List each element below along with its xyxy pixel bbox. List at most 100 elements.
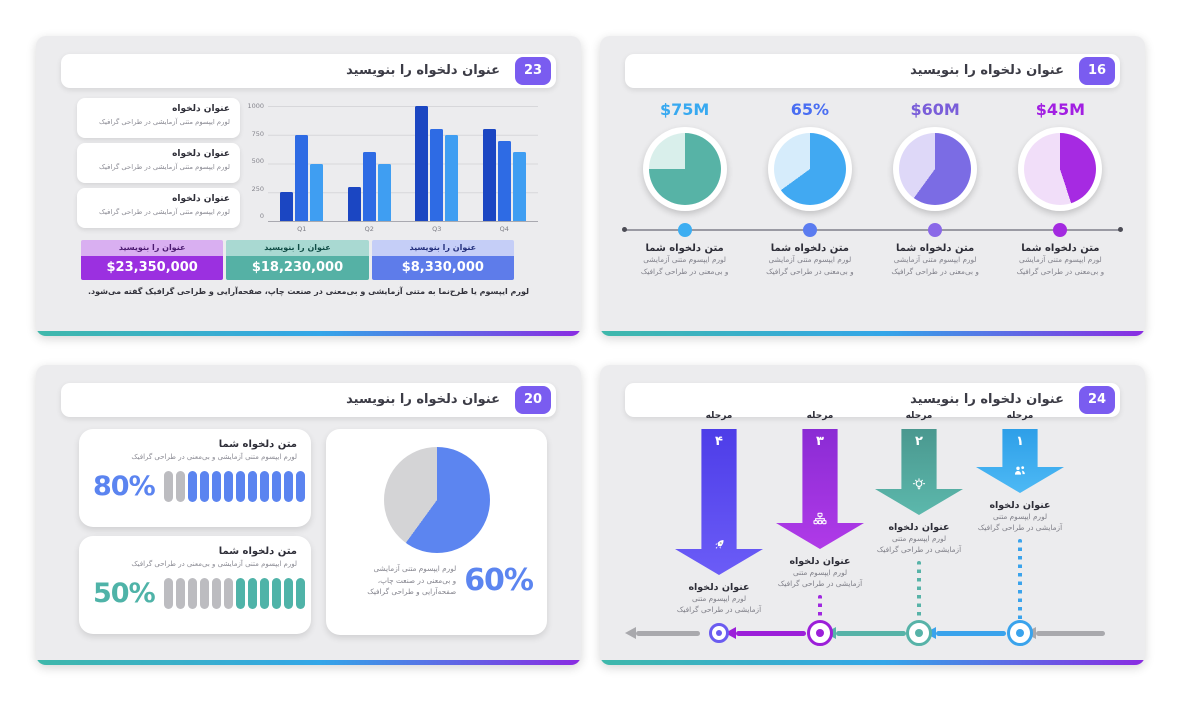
bar-group [268,106,336,221]
stage-line: لورم ایپسوم متنی [792,568,848,577]
progress-pill [235,471,245,502]
slide-header: عنوان دلخواه را بنویسید 23 [61,54,556,88]
stage-line: آزمایشی در طراحی گرافیک [876,545,962,555]
info-card-subtitle: لورم ایپسوم متنی آزمایشی در طراحی گرافیک [98,162,230,171]
slide-20[interactable]: عنوان دلخواه را بنویسید 20 متن دلخواه شم… [36,365,581,665]
stage-number: ۳ [816,434,824,449]
stat-row: 80% [93,471,305,502]
lightbulb-icon [911,477,927,493]
stat-value: 50% [93,578,156,609]
timeline-end-dot [622,227,627,232]
pie [648,133,721,205]
timeline-node-dot [915,629,923,637]
progress-pill [295,471,305,502]
stage-arrow: ۳ [776,429,864,549]
stage-label: مرحله [705,411,733,421]
pie-column: $45M [998,94,1123,211]
progress-pill [199,471,209,502]
progress-pill [259,471,269,502]
pie-chart [642,127,727,211]
progress-pill [187,578,197,609]
pie-value-label: $45M [1035,100,1086,119]
stage-column-2: مرحله ۲ عنوان دلخواه لورم ایپسوم متنی آز… [853,411,985,621]
bar-group [471,106,539,221]
timeline-arrowhead [725,627,736,639]
slide-16[interactable]: عنوان دلخواه را بنویسید 16 $75M 65% $60M [600,36,1145,336]
dot-cell [998,223,1123,237]
slide-number-badge: 24 [1079,386,1115,414]
progress-pill [175,578,185,609]
stage-title: عنوان دلخواه [688,582,750,593]
dot-cell [873,223,998,237]
stage-dotted-line [917,560,921,621]
caption-line: صفحه‌آرایی و طراحی گرافیک [367,587,457,597]
timeline-node [906,620,932,646]
table-column: عنوان را بنویسید $23,350,000 [81,240,224,280]
timeline-node-dot [1016,629,1024,637]
people-icon [1012,463,1028,479]
progress-pill [211,578,221,609]
info-cards: عنوان دلخواه لورم ایپسوم متنی آزمایشی در… [77,98,240,233]
bar-chart-ylabels: 1000 750 500 250 0 [242,96,268,236]
pie-caption: لورم ایپسوم متنی آزمایشی و بی‌معنی در صن… [340,563,456,598]
progress-pills [163,578,305,609]
pie-column: $75M [622,94,747,211]
caption-line: لورم ایپسوم متنی آزمایشی [643,255,726,264]
bar [280,192,294,221]
slide-23[interactable]: عنوان دلخواه را بنویسید 23 عنوان دلخواه … [36,36,581,336]
y-tick: 1000 [247,102,264,110]
caption-line: لورم ایپسوم متنی آزمایشی [768,255,852,264]
slide-header: عنوان دلخواه را بنویسید 20 [61,383,556,417]
slide-title: عنوان دلخواه را بنویسید [910,392,1064,407]
progress-pill [295,578,305,609]
x-tick: Q4 [499,225,509,233]
stage-arrow: ۲ [875,429,963,515]
caption-line: و بی‌معنی در طراحی گرافیک [1016,266,1105,276]
info-card-subtitle: لورم ایپسوم متنی آزمایشی در طراحی گرافیک [98,117,230,126]
pie-caption: متن دلخواه شما لورم ایپسوم متنی آزمایشی … [622,243,747,277]
stage-arrow: ۱ [976,429,1064,493]
stage-column-1: مرحله ۱ عنوان دلخواه لورم ایپسوم متنی آز… [954,411,1086,621]
stat-title: متن دلخواه شما [218,546,297,557]
progress-pill [163,471,173,502]
info-card-title: عنوان دلخواه [172,194,230,204]
pie-card-bottom: لورم ایپسوم متنی آزمایشی و بی‌معنی در صن… [326,563,547,598]
pie-chart [1018,127,1103,211]
bar [445,134,459,221]
pie-caption: متن دلخواه شما لورم ایپسوم متنی آزمایشی … [747,243,872,277]
stage-dotted-line [818,594,822,621]
bar-xlabels: Q1 Q2 Q3 Q4 [268,222,538,236]
slide-24[interactable]: عنوان دلخواه را بنویسید 24 مرحله ۴ عنوان… [600,365,1145,665]
y-tick: 0 [259,212,264,220]
slide-number-badge: 20 [515,386,551,414]
timeline [622,221,1123,239]
table-value: $8,330,000 [371,256,514,280]
caption-line: لورم ایپسوم متنی آزمایشی [893,255,977,264]
summary-table: عنوان را بنویسید $23,350,000 عنوان را بن… [81,240,514,280]
table-column: عنوان را بنویسید $8,330,000 [371,240,514,280]
stage-line: آزمایشی در طراحی گرافیک [676,605,762,615]
pie-caption: متن دلخواه شما لورم ایپسوم متنی آزمایشی … [873,243,998,277]
stage-line: لورم ایپسوم متنی [691,594,747,603]
timeline-segment-blue [936,630,1006,636]
timeline-segment-gray [1036,630,1105,636]
slide-title: عنوان دلخواه را بنویسید [346,63,500,78]
timeline-dot [928,223,943,237]
timeline-node-dot [816,629,824,637]
table-header: عنوان را بنویسید [371,240,514,256]
timeline-node [709,623,729,643]
progress-pill [175,471,185,502]
timeline-dot [802,223,817,237]
stage-column-4: مرحله ۴ عنوان دلخواه لورم ایپسوم متنی آز… [653,411,785,621]
stage-column-3: مرحله ۳ عنوان دلخواه لورم ایپسوم متنی آز… [754,411,886,621]
progress-pill [271,471,281,502]
rocket-icon [711,537,727,553]
progress-pill [211,471,221,502]
caption-line: و بی‌معنی در صنعت چاپ، [377,575,457,585]
bar [482,129,496,221]
stat-subtitle: لورم ایپسوم متنی آزمایشی و بی‌معنی در طر… [131,560,297,568]
caption-title: متن دلخواه شما [770,243,849,254]
y-tick: 250 [251,184,264,193]
y-tick: 500 [251,157,264,165]
timeline-node-dot [716,630,722,636]
